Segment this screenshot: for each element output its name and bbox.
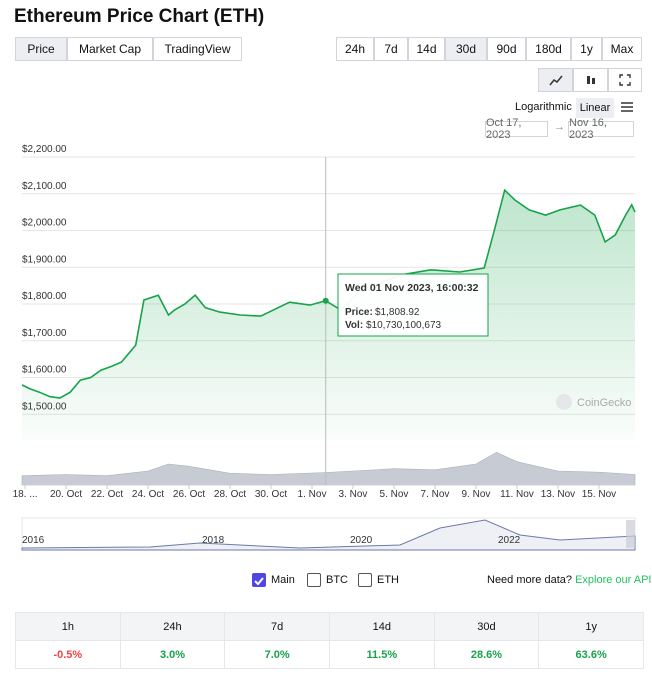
y-tick-label: $2,100.00 [22,181,67,192]
check [254,577,264,586]
menu-icon[interactable] [620,101,634,113]
x-tick-label: 22. Oct [91,489,123,500]
range[interactable]: 1y [571,37,602,61]
chart: 2016 2018 2020 2022 $1,500.00$1,600.00$1… [13,144,636,551]
checkbox-label[interactable]: BTC [326,574,348,586]
range[interactable]: 14d [408,37,445,61]
table-value: -0.5% [15,640,121,669]
tooltip-vol: $10,730,100,673 [366,320,442,331]
checkbox-label[interactable]: ETH [377,574,399,586]
tab[interactable]: Market Cap [67,37,153,61]
nav-year: 2016 [22,535,45,546]
x-tick-label: 11. Nov [500,489,534,500]
tab[interactable]: TradingView [153,37,242,61]
title: Ethereum Price Chart (ETH) [14,6,265,27]
x-tick-label: 15. Nov [582,489,616,500]
checkbox[interactable] [307,573,321,587]
api-link[interactable]: Explore our API [575,574,652,586]
candle-icon[interactable] [573,68,608,92]
x-tick-label: 26. Oct [173,489,205,500]
nav-year: 2018 [202,535,225,546]
x-tick-label: 20. Oct [50,489,82,500]
x-tick-label: 30. Oct [255,489,287,500]
table-value: 3.0% [119,640,226,669]
range[interactable]: 180d [526,37,571,61]
table-header: 30d [433,612,540,641]
x-tick-label: 3. Nov [339,489,368,500]
y-tick-label: $1,600.00 [22,365,67,376]
x-tick-label: 13. Nov [541,489,575,500]
tooltip-date: Wed 01 Nov 2023, 16:00:32 [345,282,479,294]
volume-area [21,451,636,486]
watermark: CoinGecko [577,397,631,409]
range[interactable]: 30d [445,37,487,61]
table-value: 63.6% [538,640,644,669]
price-line [21,188,636,399]
x-tick-label: 7. Nov [421,489,450,500]
x-tick-label: 5. Nov [380,489,409,500]
navigator-handle[interactable] [626,520,635,548]
price-area [22,190,635,440]
range[interactable]: 90d [487,37,526,61]
table-header: 14d [329,612,435,641]
nav-year: 2020 [350,535,373,546]
table-header: 7d [224,612,330,641]
table-value: 28.6% [433,640,540,669]
arrow: → [554,121,565,133]
table-header: 1h [15,612,121,641]
navigator-line [21,519,636,551]
hover-point [322,297,329,304]
linear-option[interactable]: Linear [576,98,614,118]
x-tick-label: 24. Oct [132,489,164,500]
tooltip-box [337,273,489,337]
tooltip-vol-label: Vol: [345,320,363,331]
range[interactable]: Max [602,37,642,61]
table-header: 1y [538,612,644,641]
range[interactable]: 24h [336,37,374,61]
checkbox[interactable] [252,573,266,587]
table-value: 7.0% [224,640,330,669]
checkbox-label[interactable]: Main [271,574,295,586]
y-tick-label: $1,800.00 [22,291,67,302]
y-tick-label: $2,000.00 [22,218,67,229]
nav-year: 2022 [498,535,521,546]
fullscreen-icon[interactable] [608,68,642,92]
y-tick-label: $2,200.00 [22,144,67,155]
watermark-logo [556,394,572,410]
y-tick-label: $1,700.00 [22,328,67,339]
x-tick-label: 9. Nov [462,489,491,500]
table-value: 11.5% [329,640,435,669]
table-header: 24h [119,612,226,641]
x-tick-label: 28. Oct [214,489,246,500]
checkbox[interactable] [358,573,372,587]
y-tick-label: $1,900.00 [22,254,67,265]
log-option[interactable]: Logarithmic [515,101,572,113]
range[interactable]: 7d [374,37,408,61]
tab[interactable]: Price [15,37,67,61]
api-question: Need more data? [487,574,572,586]
tooltip-price: $1,808.92 [375,307,420,318]
line-icon[interactable] [538,68,573,92]
tooltip-price-label: Price: [345,307,373,318]
x-tick-label: 1. Nov [298,489,327,500]
api-text: Need more data? Explore our API [487,574,652,586]
x-tick-label: 18. ... [13,489,38,500]
